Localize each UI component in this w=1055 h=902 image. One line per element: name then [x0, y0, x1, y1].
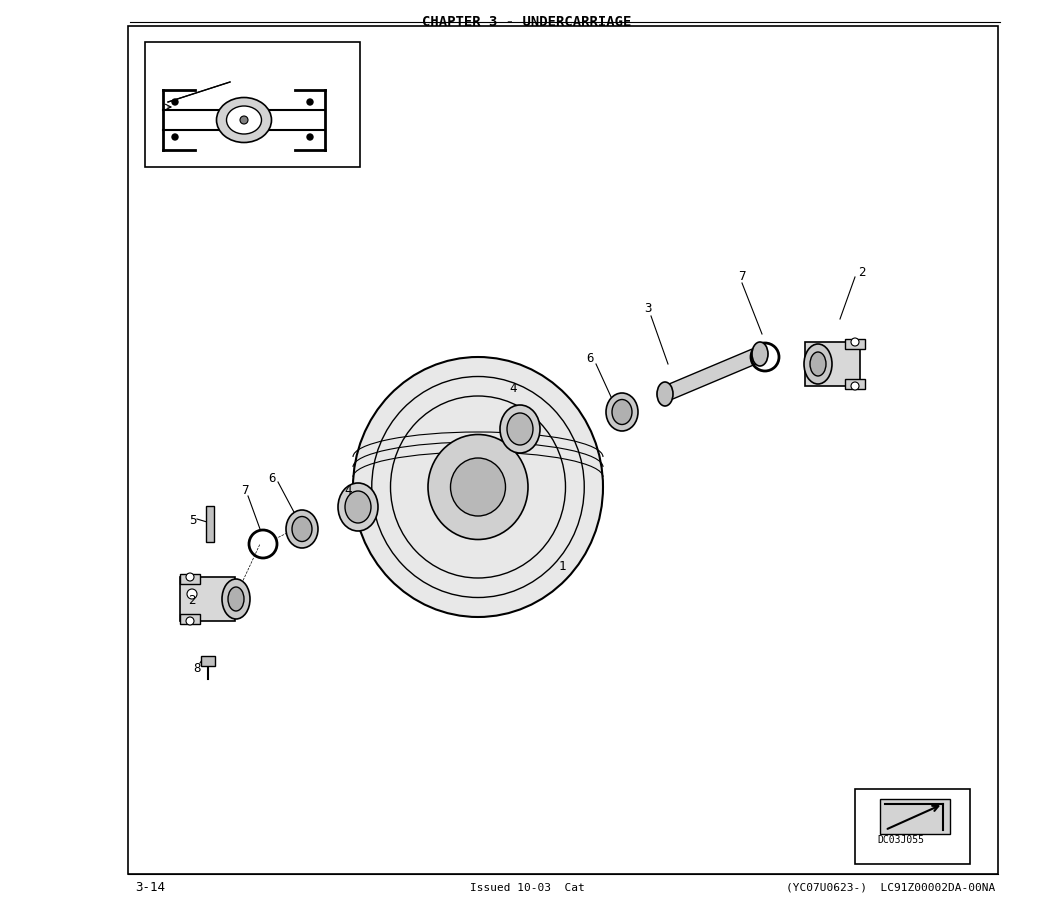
Ellipse shape [227, 106, 262, 135]
Ellipse shape [228, 587, 244, 612]
Text: 7: 7 [242, 483, 249, 496]
Ellipse shape [752, 343, 768, 366]
Ellipse shape [216, 98, 271, 143]
Ellipse shape [612, 400, 632, 425]
FancyBboxPatch shape [805, 343, 860, 387]
Text: 4: 4 [344, 483, 351, 496]
Circle shape [851, 382, 859, 391]
Ellipse shape [222, 579, 250, 620]
Text: 7: 7 [738, 271, 746, 283]
Ellipse shape [286, 511, 318, 548]
Text: 2: 2 [859, 265, 866, 278]
Ellipse shape [500, 406, 540, 454]
Circle shape [172, 100, 178, 106]
Ellipse shape [804, 345, 832, 384]
Circle shape [172, 135, 178, 141]
Ellipse shape [810, 353, 826, 376]
Text: 3-14: 3-14 [135, 880, 165, 894]
Text: 2: 2 [188, 593, 196, 606]
Circle shape [186, 574, 194, 582]
Ellipse shape [338, 483, 378, 531]
Bar [180, 575, 200, 584]
Text: CHAPTER 3 - UNDERCARRIAGE: CHAPTER 3 - UNDERCARRIAGE [422, 15, 632, 29]
Circle shape [307, 135, 313, 141]
Text: 5: 5 [189, 513, 196, 526]
Circle shape [186, 617, 194, 625]
Ellipse shape [239, 117, 248, 124]
FancyBboxPatch shape [180, 577, 235, 621]
Text: (YC07U0623-)  LC91Z00002DA-00NA: (YC07U0623-) LC91Z00002DA-00NA [786, 882, 995, 892]
Bar [855, 789, 970, 864]
Ellipse shape [292, 517, 312, 542]
Text: 4: 4 [510, 381, 517, 394]
Text: 6: 6 [587, 351, 594, 364]
Ellipse shape [345, 492, 371, 523]
Bar [180, 614, 200, 624]
Text: Issued 10-03  Cat: Issued 10-03 Cat [469, 882, 584, 892]
Text: 1: 1 [558, 559, 565, 572]
Text: DC03J055: DC03J055 [877, 834, 924, 844]
Circle shape [187, 589, 197, 599]
Bar [145, 43, 360, 168]
Text: 3: 3 [645, 301, 652, 314]
Circle shape [307, 100, 313, 106]
Ellipse shape [657, 382, 673, 407]
Ellipse shape [606, 393, 638, 431]
Text: 6: 6 [268, 471, 275, 484]
Ellipse shape [507, 413, 533, 446]
Bar [845, 340, 865, 350]
Bar [128, 27, 998, 874]
Bar [880, 799, 950, 834]
Ellipse shape [353, 357, 603, 617]
Circle shape [851, 338, 859, 346]
Bar [206, 506, 214, 542]
Text: 8: 8 [193, 661, 200, 674]
Ellipse shape [428, 435, 528, 540]
FancyBboxPatch shape [202, 657, 215, 667]
Ellipse shape [450, 458, 505, 517]
Bar [845, 380, 865, 390]
